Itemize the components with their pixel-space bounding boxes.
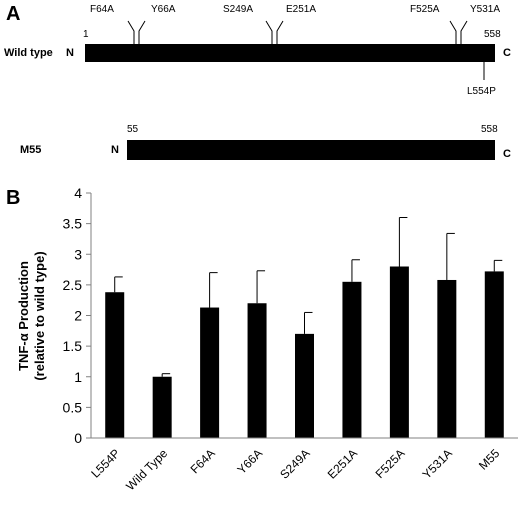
y-tick-label: 2 <box>74 308 82 324</box>
wild-type-construct: Wild type N C 1 558 F64A Y66A S249A E251… <box>4 4 511 97</box>
x-category-label: L554P <box>88 446 122 480</box>
bar-e251a <box>342 281 362 438</box>
m55-end-position: 558 <box>481 124 498 135</box>
panel-a: A Wild type N C 1 558 F64A Y66A S249A E2… <box>4 3 511 160</box>
bar-y66a <box>247 303 267 438</box>
bar-f64a <box>200 307 220 438</box>
x-category-label: M55 <box>476 446 503 473</box>
mutation-label-e251a: E251A <box>286 4 316 15</box>
m55-bar <box>127 140 495 160</box>
mutation-label-s249a: S249A <box>223 4 253 15</box>
wild-type-n-terminus: N <box>66 47 74 59</box>
m55-construct: M55 N C 55 558 <box>20 124 511 160</box>
x-axis-labels: L554P Wild Type F64A Y66A S249A E251A F525A Y53… <box>88 446 502 493</box>
m55-start-position: 55 <box>127 124 139 135</box>
y-tick-label: 2.5 <box>63 277 83 293</box>
y-axis-title-line2: (relative to wild type) <box>32 251 47 380</box>
m55-n-terminus: N <box>111 144 119 156</box>
panel-a-letter: A <box>6 3 20 25</box>
wild-type-start-position: 1 <box>83 29 89 40</box>
y-axis-title: TNF-α Production (relative to wild type) <box>16 251 47 380</box>
mutation-label-l554p: L554P <box>467 86 496 97</box>
y-tick-label: 3 <box>74 246 82 262</box>
y-tick-label: 3.5 <box>63 216 83 232</box>
y-axis-ticks: 0 0.5 1 1.5 2 2.5 3 3.5 4 <box>63 185 91 446</box>
bar-wild-type <box>152 376 172 438</box>
panel-b-letter: B <box>6 187 20 209</box>
y-tick-label: 1 <box>74 369 82 385</box>
mutation-label-y66a: Y66A <box>151 4 176 15</box>
wild-type-label: Wild type <box>4 47 53 59</box>
bar-y531a <box>437 279 457 438</box>
wild-type-c-terminus: C <box>503 47 511 59</box>
x-category-label: Wild Type <box>123 446 170 493</box>
panel-b: B TNF-α Production (relative to wild typ… <box>6 185 518 493</box>
mutation-label-f64a: F64A <box>90 4 114 15</box>
y-tick-label: 1.5 <box>63 338 83 354</box>
wild-type-end-position: 558 <box>484 29 501 40</box>
y-tick-label: 0.5 <box>63 399 83 415</box>
y-tick-label: 4 <box>74 185 82 201</box>
bar-series <box>105 266 504 438</box>
mutation-marker-pair-1 <box>127 20 146 44</box>
bar-l554p <box>105 292 125 438</box>
bar-m55 <box>484 271 504 438</box>
mutation-label-f525a: F525A <box>410 4 440 15</box>
x-category-label: S249A <box>277 446 312 481</box>
x-category-label: Y531A <box>420 446 455 481</box>
x-category-label: E251A <box>325 446 360 481</box>
wild-type-bar <box>85 44 495 62</box>
y-tick-label: 0 <box>74 430 82 446</box>
m55-label: M55 <box>20 144 41 156</box>
mutation-label-y531a: Y531A <box>470 4 500 15</box>
y-axis-title-line1: TNF-α Production <box>16 261 31 371</box>
x-category-label: F525A <box>373 446 408 481</box>
m55-c-terminus: C <box>503 148 511 160</box>
x-category-label: F64A <box>188 446 218 476</box>
bar-f525a <box>389 266 409 438</box>
error-bars <box>114 217 503 377</box>
mutation-marker-pair-2 <box>265 20 284 44</box>
mutation-marker-pair-3 <box>449 20 468 44</box>
bar-s249a <box>295 333 314 438</box>
x-category-label: Y66A <box>235 446 266 477</box>
